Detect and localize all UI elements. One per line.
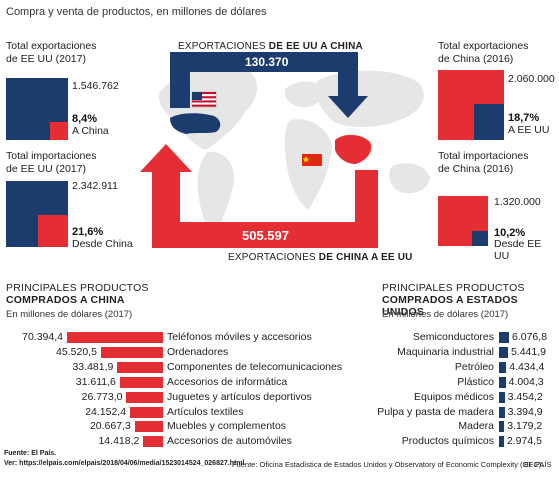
china-product-bar bbox=[100, 346, 163, 358]
china-product-value: 31.611,6 bbox=[75, 375, 116, 388]
china-product-bar bbox=[67, 332, 163, 343]
us-to-china-arrow bbox=[170, 52, 368, 118]
us-imports-pct: 21,6% bbox=[72, 226, 104, 238]
us-exports-total: 1.546.762 bbox=[72, 80, 119, 92]
china-product-value: 70.394,4 bbox=[22, 331, 63, 343]
right-chart-header: PRINCIPALES PRODUCTOS COMPRADOS A ESTADO… bbox=[382, 282, 525, 318]
china-product-bar bbox=[119, 376, 163, 388]
usa-shape bbox=[170, 113, 221, 134]
us-product-label: Maquinaria industrial bbox=[397, 345, 494, 358]
us-to-china-value: 130.370 bbox=[245, 55, 289, 69]
cn-exports-total: 2.060.000 bbox=[508, 73, 555, 85]
china-product-bar bbox=[130, 406, 163, 418]
china-products-chart: 70.394,4 Teléfonos móviles y accesorios 45… bbox=[0, 330, 380, 448]
china-product-label: Accesorios de informática bbox=[167, 375, 288, 388]
us-product-value: 4.004,3 bbox=[508, 375, 544, 388]
china-shape bbox=[335, 134, 372, 164]
cn-imports-sub: Desde EE UU bbox=[494, 238, 542, 262]
footer-brand: EL PAÍS bbox=[524, 460, 552, 469]
us-product-bar bbox=[499, 436, 504, 448]
china-to-us-arrow bbox=[140, 144, 378, 248]
cn-imports-pct: 10,2% bbox=[494, 227, 526, 239]
china-product-value: 45.520,5 bbox=[56, 345, 97, 358]
us-product-label: Pulpa y pasta de madera bbox=[377, 405, 494, 418]
china-product-value: 14.418,2 bbox=[98, 435, 140, 448]
us-product-label: Plástico bbox=[457, 375, 494, 388]
china-product-label: Accesorios de automóviles bbox=[167, 435, 292, 448]
cn-exports-sub: A EE UU bbox=[508, 124, 550, 136]
us-product-value: 6.076,8 bbox=[512, 331, 548, 343]
us-product-value: 3.454,2 bbox=[507, 390, 543, 403]
us-product-bar bbox=[499, 332, 509, 343]
us-product-value: 2.974,5 bbox=[506, 435, 542, 448]
cn-imports-us-share bbox=[472, 231, 488, 246]
us-exports-china-share bbox=[50, 122, 68, 140]
footer-fuente-label: Fuente: El País. bbox=[4, 450, 57, 457]
cn-imports-total: 1.320.000 bbox=[494, 196, 541, 208]
china-to-us-label: EXPORTACIONES DE CHINA A EE UU bbox=[228, 252, 413, 263]
china-flag-icon bbox=[302, 154, 322, 166]
us-product-bar bbox=[499, 346, 508, 358]
left-chart-unit: En millones de dólares (2017) bbox=[6, 309, 133, 320]
us-product-value: 5.441,9 bbox=[510, 345, 546, 358]
us-product-bar bbox=[499, 391, 505, 403]
us-product-label: Semiconductores bbox=[412, 331, 494, 343]
cn-exports-title: Total exportaciones de China (2016) bbox=[438, 40, 529, 65]
china-product-value: 24.152,4 bbox=[85, 405, 127, 418]
us-product-bar bbox=[499, 406, 505, 418]
footer-source: Fuente: Oficina Estadística de Estados U… bbox=[232, 460, 544, 469]
us-product-bar bbox=[499, 376, 506, 388]
china-product-label: Muebles y complementos bbox=[167, 420, 287, 433]
world-map bbox=[158, 53, 430, 238]
us-product-label: Petróleo bbox=[454, 360, 494, 373]
page-title: Compra y venta de productos, en millones… bbox=[6, 6, 267, 18]
us-exports-pct: 8,4% bbox=[72, 113, 98, 125]
china-product-bar bbox=[143, 436, 163, 448]
footer-ver-url[interactable]: Ver: https://elpais.com/elpais/2018/04/0… bbox=[4, 460, 245, 467]
us-to-china-label: EXPORTACIONES DE EE UU A CHINA bbox=[178, 41, 363, 52]
cn-exports-pct: 18,7% bbox=[508, 112, 540, 124]
china-product-label: Componentes de telecomunicaciones bbox=[167, 360, 343, 373]
china-product-label: Artículos textiles bbox=[167, 405, 244, 418]
cn-exports-us-share bbox=[474, 104, 504, 140]
us-product-label: Madera bbox=[458, 420, 494, 433]
us-imports-title: Total importaciones de EE UU (2017) bbox=[6, 150, 97, 175]
us-product-value: 3.179,2 bbox=[507, 420, 543, 433]
cn-imports-title: Total importaciones de China (2016) bbox=[438, 150, 529, 175]
trade-flow-map bbox=[140, 52, 430, 248]
china-product-label: Teléfonos móviles y accesorios bbox=[167, 331, 312, 343]
right-chart-unit: En millones de dólares (2017) bbox=[382, 309, 509, 320]
us-product-value: 3.394,9 bbox=[507, 405, 543, 418]
china-product-bar bbox=[117, 361, 163, 373]
china-product-value: 26.773,0 bbox=[81, 390, 123, 403]
us-product-label: Productos químicos bbox=[401, 435, 494, 448]
us-product-bar bbox=[499, 361, 507, 373]
china-product-value: 33.481,9 bbox=[72, 360, 114, 373]
china-to-us-value: 505.597 bbox=[242, 228, 289, 243]
us-product-label: Equipos médicos bbox=[414, 390, 494, 403]
us-exports-title: Total exportaciones de EE UU (2017) bbox=[6, 40, 97, 65]
us-imports-total: 2.342.911 bbox=[72, 180, 118, 192]
china-product-bar bbox=[134, 421, 163, 433]
left-chart-header: PRINCIPALES PRODUCTOS COMPRADOS A CHINA bbox=[6, 282, 149, 306]
us-product-bar bbox=[499, 421, 505, 433]
china-product-bar bbox=[126, 391, 163, 403]
us-imports-sub: Desde China bbox=[72, 238, 133, 250]
china-product-label: Ordenadores bbox=[167, 345, 229, 358]
us-imports-china-share bbox=[38, 215, 68, 247]
us-product-value: 4.434,4 bbox=[509, 360, 545, 373]
china-product-value: 20.667,3 bbox=[89, 420, 131, 433]
us-flag-icon bbox=[191, 91, 217, 108]
china-product-label: Juguetes y artículos deportivos bbox=[167, 390, 312, 403]
us-exports-sub: A China bbox=[72, 125, 109, 137]
us-products-chart: Semiconductores 6.076,8 Maquinaria industr… bbox=[377, 330, 559, 448]
